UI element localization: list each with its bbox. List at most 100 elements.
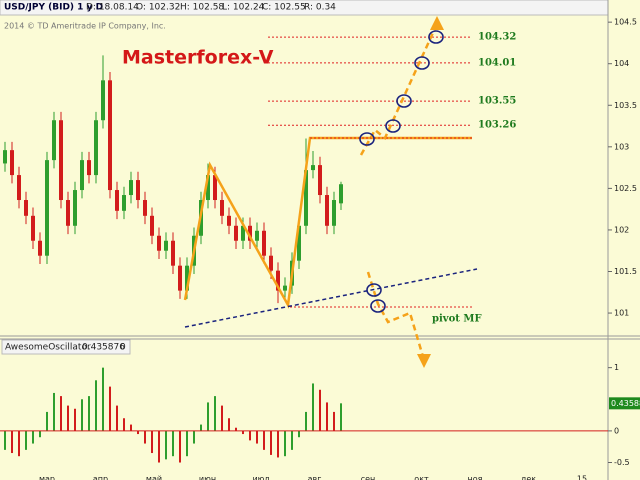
y-tick-label: 103.5 <box>614 101 637 110</box>
marker <box>396 94 412 108</box>
arrow-head <box>417 354 431 368</box>
osc-bar <box>109 386 111 431</box>
osc-bar <box>179 430 181 463</box>
level-label: 104.32 <box>478 32 516 43</box>
candle-body <box>248 225 252 241</box>
marker <box>428 30 444 44</box>
osc-bar <box>25 430 27 450</box>
osc-bar <box>95 380 97 431</box>
marker <box>370 299 386 313</box>
osc-current: 0.435876 <box>82 343 125 353</box>
marker <box>366 283 382 297</box>
y-tick-label: 102 <box>614 225 629 234</box>
x-tick-label: ноя <box>468 475 483 480</box>
candle-body <box>171 240 175 266</box>
osc-title: AwesomeOscillator <box>5 343 91 353</box>
osc-bar <box>102 367 104 431</box>
osc-bar <box>249 430 251 441</box>
y-tick-label: 101.5 <box>614 267 637 276</box>
osc-bar <box>137 430 139 435</box>
x-tick-label: апр <box>93 475 108 480</box>
candle-body <box>122 195 126 211</box>
osc-bar <box>158 430 160 463</box>
candle-body <box>185 265 189 291</box>
y-tick-label: 0 <box>614 426 619 435</box>
candle-body <box>38 240 42 256</box>
copyright: 2014 © TD Ameritrade IP Company, Inc. <box>4 22 166 31</box>
y-tick-label: -0.5 <box>614 458 630 467</box>
candle-body <box>332 200 336 226</box>
candle-body <box>283 285 287 291</box>
osc-bar <box>319 389 321 431</box>
forecast-up <box>359 23 439 156</box>
trend-line <box>184 268 478 328</box>
candle-body <box>108 80 112 191</box>
osc-header <box>1 339 131 355</box>
symbol: USD/JPY (BID) 1 y D <box>4 3 103 13</box>
current-tag <box>609 397 640 410</box>
osc-bar <box>46 411 48 431</box>
level-label: 103.55 <box>478 96 516 107</box>
candle-body <box>269 255 273 271</box>
candle-body <box>241 225 245 241</box>
candle-body <box>3 150 7 164</box>
osc-bar <box>130 424 132 431</box>
level-label: 103.26 <box>478 120 516 131</box>
candle-body <box>227 215 231 226</box>
candle-body <box>311 165 315 171</box>
candle-body <box>276 270 280 291</box>
forecast-down <box>366 271 426 361</box>
candle-body <box>213 175 217 201</box>
candle-body <box>262 230 266 256</box>
chart-title: Masterforex-V <box>122 47 274 69</box>
candle-body <box>31 215 35 241</box>
candle-body <box>115 190 119 211</box>
candle-body <box>325 195 329 226</box>
x-tick-label: мар <box>39 475 55 480</box>
x-tick-label: дек <box>521 475 536 480</box>
candle-body <box>234 225 238 241</box>
osc-bar <box>18 430 20 457</box>
candle-body <box>157 235 161 251</box>
osc-bar <box>221 405 223 431</box>
ohlc-range: R: 0.34 <box>304 3 336 13</box>
osc-bar <box>88 396 90 431</box>
candle-body <box>206 175 210 201</box>
y-tick-label: 104 <box>614 59 629 68</box>
candle-body <box>143 200 147 216</box>
candle-body <box>94 120 98 176</box>
candle-body <box>220 200 224 216</box>
ohlc-date: D: 18.08.14 <box>86 3 139 13</box>
markers <box>359 30 444 313</box>
marker <box>385 119 401 133</box>
ohlc-close: C: 102.55 <box>262 3 306 13</box>
osc-bar <box>333 411 335 431</box>
current-tag-label: 0.43588 <box>611 399 640 408</box>
candle-body <box>17 175 21 201</box>
level-label: 104.01 <box>478 57 516 68</box>
osc-bar <box>186 430 188 457</box>
osc-bar <box>242 430 244 435</box>
x-tick-label: май <box>146 475 162 480</box>
osc-bar <box>123 418 125 431</box>
osc-bar <box>32 430 34 444</box>
x-tick-label: авг <box>308 475 322 480</box>
y-tick-label: 1 <box>614 363 619 372</box>
osc-bar <box>305 411 307 431</box>
osc-bar <box>326 402 328 431</box>
osc-bar <box>74 408 76 431</box>
marker <box>414 56 430 70</box>
candle-body <box>73 190 77 226</box>
osc-bar <box>228 418 230 431</box>
candle-body <box>10 150 14 176</box>
osc-bar <box>144 430 146 444</box>
candle-body <box>178 265 182 291</box>
osc-bar <box>263 430 265 450</box>
x-tick-label: 15 <box>577 475 587 480</box>
osc-bar <box>193 430 195 444</box>
candle-body <box>255 230 259 241</box>
ohlc-open: O: 102.32 <box>136 3 180 13</box>
candle-body <box>339 184 343 204</box>
osc-bar <box>116 405 118 431</box>
